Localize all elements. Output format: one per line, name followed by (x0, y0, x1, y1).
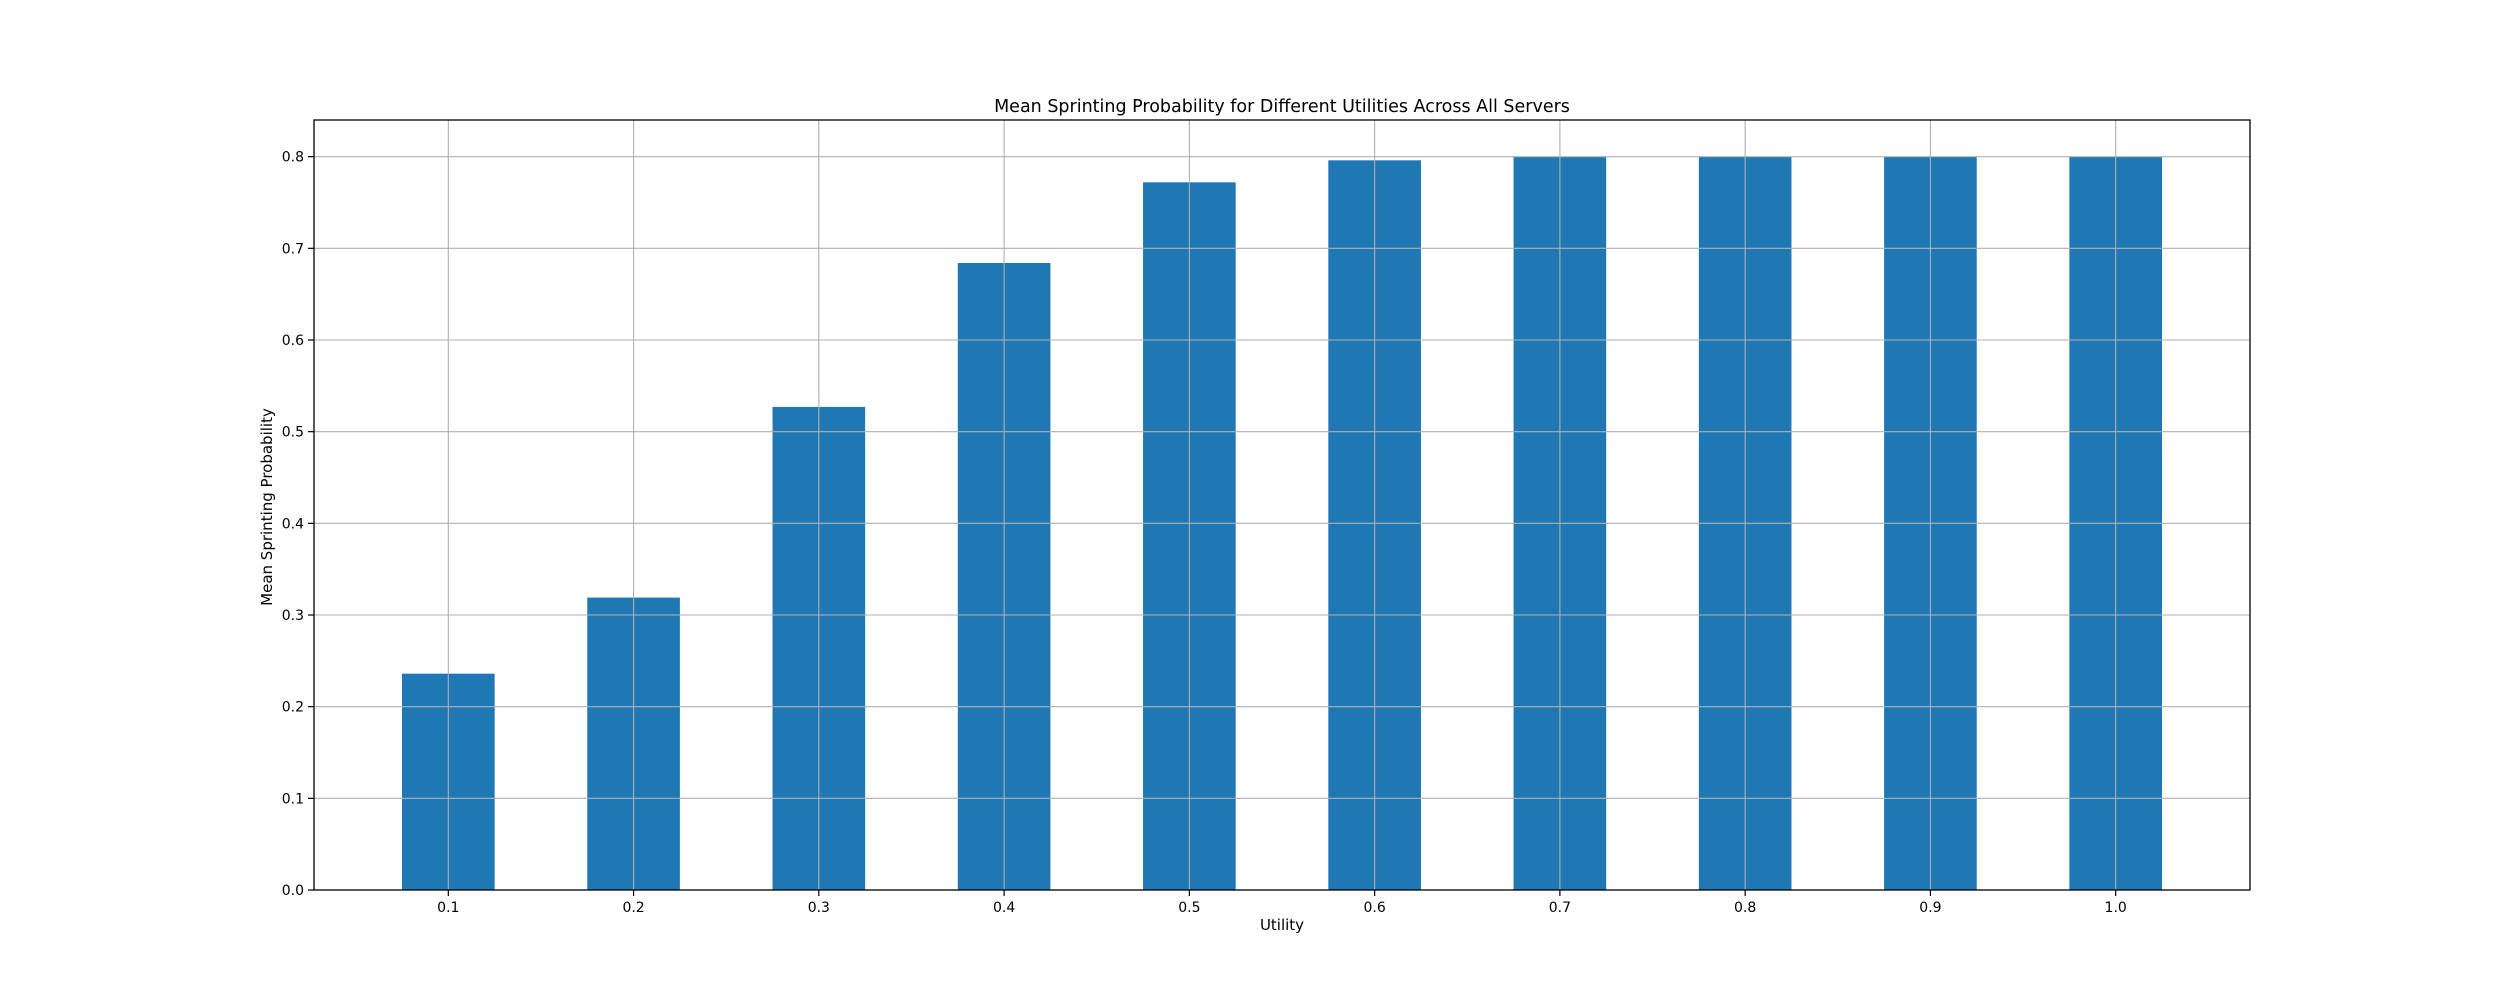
y-tick-label: 0.5 (282, 425, 304, 441)
x-tick-label: 0.2 (622, 900, 644, 916)
y-tick-label: 0.4 (282, 516, 304, 532)
y-tick-label: 0.2 (282, 700, 304, 716)
x-tick-label: 0.6 (1363, 900, 1385, 916)
x-axis-label: Utility (1260, 916, 1304, 934)
x-tick-label: 0.4 (993, 900, 1015, 916)
y-tick-label: 0.1 (282, 791, 304, 807)
x-tick-label: 0.7 (1549, 900, 1571, 916)
chart-title: Mean Sprinting Probability for Different… (994, 97, 1570, 117)
x-tick-label: 1.0 (2105, 900, 2127, 916)
plot-frame (313, 119, 2251, 891)
x-tick-label: 0.3 (808, 900, 830, 916)
y-tick-label: 0.3 (282, 608, 304, 624)
y-axis-label: Mean Sprinting Probability (258, 408, 276, 606)
x-tick-label: 0.1 (437, 900, 459, 916)
y-tick-label: 0.8 (282, 150, 304, 166)
x-tick-label: 0.5 (1178, 900, 1200, 916)
y-tick-label: 0.0 (282, 883, 304, 899)
y-tick-label: 0.7 (282, 241, 304, 257)
x-tick-label: 0.8 (1734, 900, 1756, 916)
x-tick-label: 0.9 (1919, 900, 1941, 916)
axis-layer: 0.0 0.1 0.2 0.3 0.4 0.5 0.6 0.7 0.8 0.1 0.2 0.3 0.4 0… (282, 119, 2251, 916)
y-tick-label: 0.6 (282, 333, 304, 349)
